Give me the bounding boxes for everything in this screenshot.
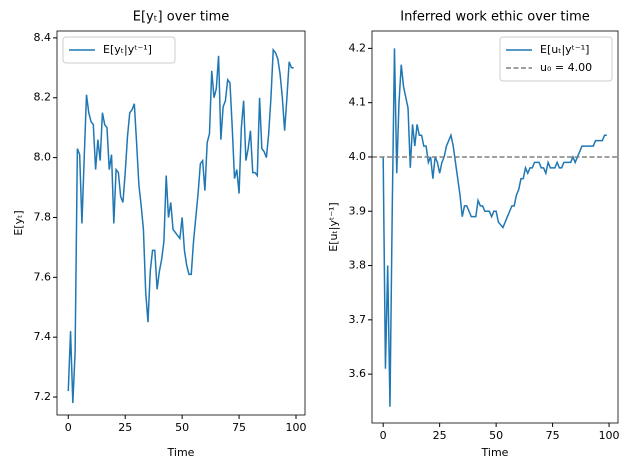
y-tick-label: 4.0	[349, 150, 367, 163]
legend-box	[499, 36, 613, 82]
x-tick-label: 0	[380, 429, 387, 442]
x-tick-label: 50	[489, 429, 503, 442]
y-tick-label: 3.6	[349, 367, 367, 380]
plot-frame	[56, 30, 306, 416]
x-tick-label: 75	[232, 421, 246, 434]
y-tick-label: 8.0	[34, 151, 52, 164]
x-tick-label: 100	[599, 429, 620, 442]
x-tick-label: 25	[433, 429, 447, 442]
chart-title: Inferred work ethic over time	[400, 10, 590, 25]
legend-label: E[yₜ|yᵗ⁻¹]	[103, 43, 152, 56]
y-axis-label: E[uₜ|yᵗ⁻¹]	[327, 202, 340, 251]
y-tick-label: 4.2	[349, 41, 367, 54]
chart: E[yₜ] over time Time E[yₜ] 0 25 50 75 100 7.2 7.4…	[12, 10, 307, 460]
plot-frame	[371, 30, 619, 424]
y-tick-label: 3.8	[349, 259, 367, 272]
x-tick-label: 75	[546, 429, 560, 442]
y-axis-label: E[yₜ]	[12, 210, 25, 235]
y-tick-label: 8.4	[34, 31, 52, 44]
y-tick-label: 7.8	[34, 210, 52, 223]
chart-title: E[yₜ] over time	[133, 10, 230, 25]
x-tick-label: 50	[175, 421, 189, 434]
legend-label: E[uₜ|yᵗ⁻¹]	[540, 43, 589, 56]
y-tick-label: 8.2	[34, 91, 52, 104]
x-tick-label: 25	[118, 421, 132, 434]
x-tick-label: 100	[286, 421, 307, 434]
x-axis-label: Time	[167, 446, 195, 459]
data-line	[382, 48, 607, 407]
x-tick-label: 0	[65, 421, 72, 434]
y-tick-label: 3.9	[349, 204, 367, 217]
y-tick-label: 3.7	[349, 313, 367, 326]
x-axis-label: Time	[481, 446, 509, 459]
y-tick-label: 4.1	[349, 96, 367, 109]
y-tick-label: 7.2	[34, 390, 52, 403]
chart: Inferred work ethic over time Time E[uₜ|yᵗ…	[327, 10, 620, 460]
legend-box	[62, 36, 176, 64]
data-line	[67, 47, 294, 404]
legend-label: u₀ = 4.00	[540, 61, 592, 74]
y-tick-label: 7.4	[34, 330, 52, 343]
y-tick-label: 7.6	[34, 270, 52, 283]
